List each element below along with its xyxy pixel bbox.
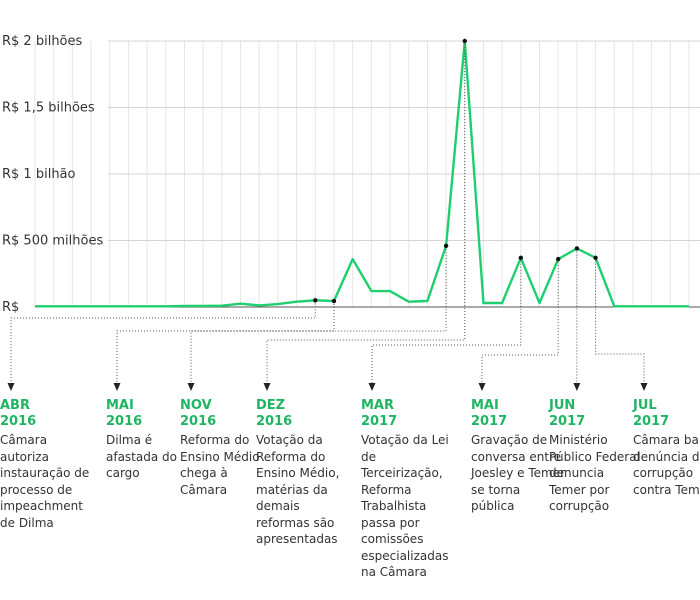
event-date: NOV 2016 <box>180 398 217 429</box>
event-arrow <box>7 383 15 391</box>
event-date: MAI 2016 <box>106 398 143 429</box>
event-arrow <box>368 383 376 391</box>
event-date: DEZ 2016 <box>256 398 293 429</box>
event-arrow <box>478 383 486 391</box>
event-leader-lines <box>7 44 648 391</box>
event-marker <box>518 255 524 260</box>
event-arrow <box>263 383 271 391</box>
event-markers <box>313 38 598 304</box>
event-description: Câmara autoriza instauração de processo … <box>0 433 90 530</box>
event-arrow <box>187 383 195 391</box>
event-description: Reforma do Ensino Médio chega à Câmara <box>180 433 260 497</box>
event-marker <box>574 246 580 251</box>
y-tick-label: R$ <box>2 300 19 315</box>
event-leader-line <box>595 260 645 383</box>
event-date: MAI 2017 <box>471 398 508 429</box>
event-marker <box>462 38 467 44</box>
event-marker <box>556 256 561 262</box>
event-annotation: DEZ 2016 Votação da Reforma do Ensino Méd… <box>256 398 351 548</box>
event-description: Dilma é afastada do cargo <box>106 433 177 480</box>
event-arrow <box>573 383 581 391</box>
event-leader-line <box>116 304 335 383</box>
event-annotation: MAR 2017 Votação da Lei de Terceirização,… <box>361 398 456 581</box>
event-description: Votação da Reforma do Ensino Médio, maté… <box>256 433 340 546</box>
event-arrow <box>640 383 648 391</box>
event-annotation: MAI 2017 Gravação de conversa entre Joesl… <box>471 398 566 515</box>
event-arrow <box>113 383 121 391</box>
event-annotation: MAI 2016 Dilma é afastada do cargo <box>106 398 201 482</box>
event-leader-line <box>10 303 316 383</box>
event-annotation: JUN 2017 Ministério Público Federal denun… <box>549 398 644 515</box>
y-tick-label: R$ 2 bilhões <box>2 34 83 49</box>
event-date: JUL 2017 <box>633 398 670 429</box>
event-description: Ministério Público Federal denuncia Teme… <box>549 433 640 513</box>
event-marker <box>331 298 337 304</box>
y-tick-label: R$ 1,5 bilhões <box>2 101 95 116</box>
event-date: ABR 2016 <box>0 398 37 429</box>
y-axis-tick-labels: R$ R$ 500 milhões R$ 1 bilhão R$ 1,5 bilhõe… <box>2 34 103 315</box>
event-description: Votação da Lei de Terceirização, Reforma… <box>361 433 449 579</box>
event-leader-line <box>371 260 522 383</box>
series-line <box>35 39 689 308</box>
event-description: Gravação de conversa entre Joesley e Tem… <box>471 433 566 513</box>
event-marker <box>313 298 318 303</box>
event-leader-line <box>190 248 447 383</box>
event-marker <box>593 255 598 260</box>
event-leader-line <box>481 262 559 383</box>
event-date: JUN 2017 <box>549 398 586 429</box>
event-marker <box>443 243 449 249</box>
event-leader-line <box>266 44 466 383</box>
event-description: Câmara barra denúncia de corrupção contr… <box>633 433 700 497</box>
y-tick-label: R$ 500 milhões <box>2 234 103 249</box>
event-annotation: JUL 2017 Câmara barra denúncia de corrupç… <box>633 398 700 498</box>
event-date: MAR 2017 <box>361 398 398 429</box>
event-annotation: NOV 2016 Reforma do Ensino Médio chega à … <box>180 398 275 498</box>
y-tick-label: R$ 1 bilhão <box>2 167 76 182</box>
event-annotation: ABR 2016 Câmara autoriza instauração de p… <box>0 398 95 531</box>
horizontal-gridlines <box>108 40 700 241</box>
